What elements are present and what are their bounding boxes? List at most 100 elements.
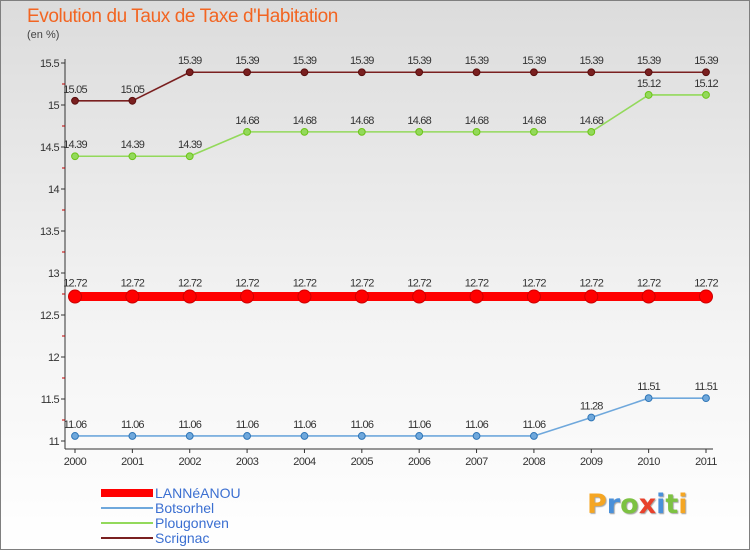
data-label: 11.06: [350, 419, 373, 431]
data-label: 12.72: [121, 278, 145, 290]
data-label: 15.39: [637, 55, 661, 67]
brand-letter: r: [606, 489, 621, 520]
data-point: [644, 91, 653, 99]
data-label: 15.39: [235, 55, 259, 67]
legend: LANNéANOU Botsorhel Plougonven Scrignac: [101, 485, 301, 546]
brand-letter: i: [656, 489, 666, 520]
data-label: 15.39: [465, 55, 489, 67]
y-tick-label: 15: [48, 100, 60, 112]
data-label: 15.39: [178, 55, 202, 67]
data-label: 15.39: [407, 55, 431, 67]
legend-label: Botsorhel: [155, 500, 215, 516]
brand-logo: Proxiti: [587, 489, 688, 520]
data-label: 12.72: [293, 278, 317, 290]
legend-label: Scrignac: [155, 530, 210, 546]
x-tick-label: 2003: [236, 456, 259, 468]
data-point: [415, 432, 424, 440]
x-tick-label: 2008: [523, 456, 546, 468]
data-label: 11.06: [408, 419, 431, 431]
data-point: [71, 432, 79, 440]
data-label: 11.06: [465, 419, 488, 431]
data-label: 14.68: [293, 115, 317, 127]
data-label: 12.72: [178, 278, 202, 290]
y-tick-label: 13: [48, 268, 60, 280]
brand-letter: t: [665, 489, 679, 520]
data-point: [128, 152, 137, 161]
data-point: [699, 289, 713, 304]
data-point: [128, 432, 137, 440]
data-point: [644, 68, 653, 77]
x-tick-label: 2001: [121, 456, 144, 468]
data-point: [472, 127, 481, 136]
legend-item: Plougonven: [101, 515, 301, 531]
data-label: 12.72: [580, 278, 604, 290]
legend-label: Plougonven: [155, 515, 229, 531]
x-tick-label: 2004: [293, 456, 316, 468]
x-tick-label: 2010: [637, 456, 660, 468]
data-label: 12.72: [63, 278, 87, 290]
legend-swatch: [101, 522, 153, 524]
y-tick-label: 14.5: [40, 142, 59, 154]
x-tick-label: 2009: [580, 456, 603, 468]
data-label: 15.12: [637, 78, 661, 90]
data-point: [702, 394, 710, 403]
data-point: [185, 152, 194, 161]
data-label: 11.51: [695, 381, 718, 393]
x-tick-label: 2005: [351, 456, 374, 468]
data-point: [587, 127, 596, 136]
unit-label: (en %): [27, 29, 60, 41]
data-point: [472, 432, 481, 440]
data-point: [300, 68, 309, 77]
data-label: 11.06: [236, 419, 259, 431]
data-point: [702, 91, 710, 99]
series-plougonven: 14.39 14.39 14.39 14.68 14.68 14.68 14.68 14.68…: [63, 78, 719, 161]
data-point: [644, 394, 653, 403]
data-label: 11.06: [178, 419, 201, 431]
y-tick-label: 12: [48, 352, 60, 364]
data-point: [182, 289, 197, 304]
data-label: 12.72: [694, 278, 718, 290]
data-label: 11.06: [121, 419, 144, 431]
brand-letter: P: [587, 489, 607, 520]
data-label: 11.06: [523, 419, 546, 431]
data-point: [243, 432, 251, 440]
data-label: 11.51: [637, 381, 660, 393]
x-tick-label: 2000: [64, 456, 87, 468]
y-tick-label: 12.5: [40, 310, 59, 322]
brand-letter: x: [638, 489, 657, 520]
data-point: [584, 289, 599, 304]
chart-title: Evolution du Taux de Taxe d'Habitation: [27, 6, 338, 27]
data-point: [641, 289, 656, 304]
data-point: [240, 289, 255, 304]
x-tick-label: 2002: [178, 456, 201, 468]
data-label: 14.68: [465, 115, 489, 127]
data-point: [530, 432, 538, 440]
data-point: [357, 432, 366, 440]
data-point: [530, 68, 538, 77]
data-point: [125, 289, 140, 304]
y-tick-label: 11: [49, 436, 60, 448]
series-scrignac: 15.05 15.05 15.39 15.39 15.39 15.39 15.39 15.39…: [63, 55, 719, 105]
data-label: 15.39: [522, 55, 546, 67]
legend-label: LANNéANOU: [155, 485, 241, 501]
data-point: [68, 289, 82, 304]
data-point: [526, 289, 541, 304]
data-point: [412, 289, 427, 304]
data-label: 12.72: [350, 278, 374, 290]
legend-item: LANNéANOU: [101, 485, 301, 501]
data-label: 15.39: [580, 55, 604, 67]
brand-letter: i: [678, 489, 688, 520]
data-label: 14.68: [235, 115, 259, 127]
data-point: [300, 432, 309, 440]
data-label: 12.72: [465, 278, 489, 290]
data-point: [415, 68, 424, 77]
data-point: [297, 289, 312, 304]
data-point: [300, 127, 309, 136]
series-line: [75, 397, 706, 437]
data-label: 14.68: [522, 115, 546, 127]
data-label: 14.39: [63, 139, 87, 151]
data-point: [357, 68, 366, 77]
x-tick-label: 2011: [695, 456, 717, 468]
data-label: 14.68: [580, 115, 604, 127]
legend-swatch: [101, 537, 153, 539]
